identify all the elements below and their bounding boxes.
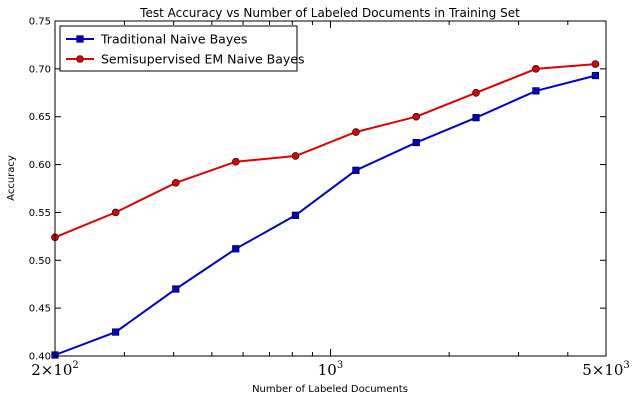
x-tick-label-exponent: 2	[72, 360, 78, 371]
data-point-circle	[591, 60, 600, 68]
y-axis-label: Accuracy	[6, 155, 17, 201]
series-line	[54, 63, 596, 239]
series-line	[54, 74, 596, 356]
y-tick-label: 0.65	[29, 112, 51, 123]
data-point-circle	[171, 178, 180, 187]
data-point-square	[232, 245, 240, 253]
data-point-square	[352, 166, 360, 174]
y-tick-label: 0.60	[29, 160, 51, 171]
y-tick-label: 0.50	[29, 256, 51, 267]
series-traditional-naive-bayes	[51, 71, 600, 359]
data-point-square	[112, 328, 120, 336]
legend-label: Semisupervised EM Naive Bayes	[101, 52, 305, 67]
x-tick-label-base: 10	[318, 361, 337, 379]
x-tick-label: 2×102	[31, 360, 79, 379]
data-point-circle	[291, 152, 300, 160]
data-point-square	[291, 211, 300, 219]
series-layer	[51, 60, 600, 359]
data-point-circle	[231, 157, 240, 166]
x-tick-label: 103	[318, 360, 343, 379]
data-point-square	[412, 138, 420, 147]
y-tick-label: 0.70	[29, 64, 51, 75]
data-point-circle	[532, 65, 540, 73]
x-tick-label-exponent: 3	[623, 360, 629, 371]
data-point-circle	[412, 112, 421, 121]
legend: Traditional Naive Bayes Semisupervised EM…	[59, 25, 305, 72]
y-tick-label: 0.40	[29, 352, 51, 363]
chart-title: Test Accuracy vs Number of Labeled Docum…	[139, 6, 520, 20]
legend-marker-square	[76, 35, 84, 43]
y-tick-label: 0.45	[29, 304, 51, 315]
legend-label: Traditional Naive Bayes	[100, 32, 247, 47]
x-axis-label: Number of Labeled Documents	[252, 384, 408, 395]
x-tick-label-base: 5×10	[582, 361, 623, 379]
data-point-square	[532, 87, 540, 95]
legend-entry: Semisupervised EM Naive Bayes	[66, 52, 305, 67]
series-semisupervised-em-naive-bayes	[51, 60, 600, 242]
data-point-circle	[111, 208, 120, 217]
y-tick-label: 0.55	[29, 208, 51, 219]
legend-box	[59, 25, 298, 72]
x-tick-label-base: 2×10	[31, 361, 72, 379]
legend-entry: Traditional Naive Bayes	[66, 32, 247, 47]
y-tick-label: 0.75	[29, 17, 51, 28]
data-point-square	[172, 285, 180, 293]
data-point-square	[591, 71, 600, 80]
data-point-circle	[352, 128, 360, 136]
data-point-circle	[472, 88, 480, 97]
x-tick-label-exponent: 3	[337, 360, 343, 371]
x-tick-label: 5×103	[582, 360, 630, 379]
data-point-square	[472, 114, 480, 122]
tick-layer: 0.400.450.500.550.600.650.700.752×102 103…	[29, 17, 630, 380]
legend-marker-circle	[76, 55, 84, 63]
